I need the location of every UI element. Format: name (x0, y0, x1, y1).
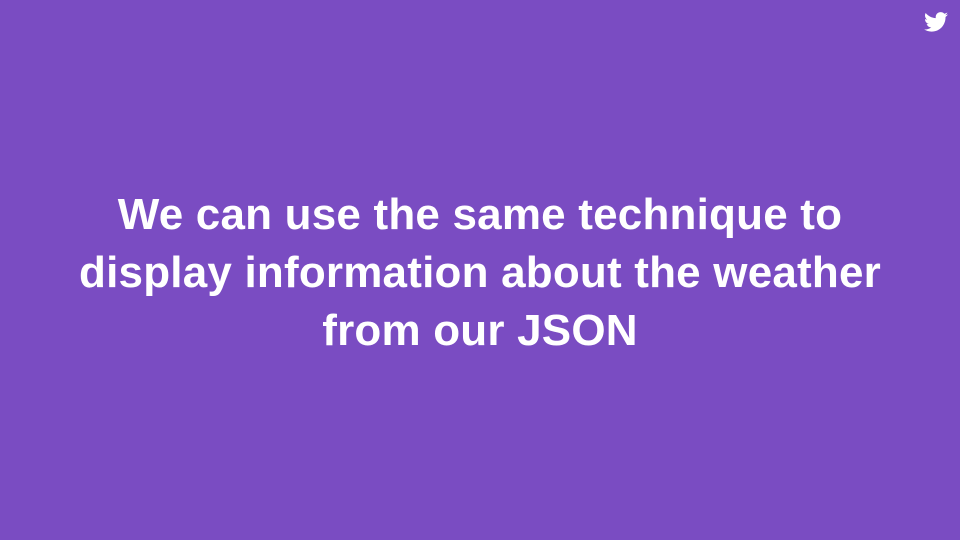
slide-line-1: We can use the same technique to (117, 190, 843, 239)
slide-line-3: from our JSON (322, 306, 638, 355)
twitter-bird-icon[interactable] (924, 12, 948, 32)
slide-line-2: display information about the weather (79, 248, 881, 297)
slide-message: We can use the same technique to display… (20, 186, 940, 360)
